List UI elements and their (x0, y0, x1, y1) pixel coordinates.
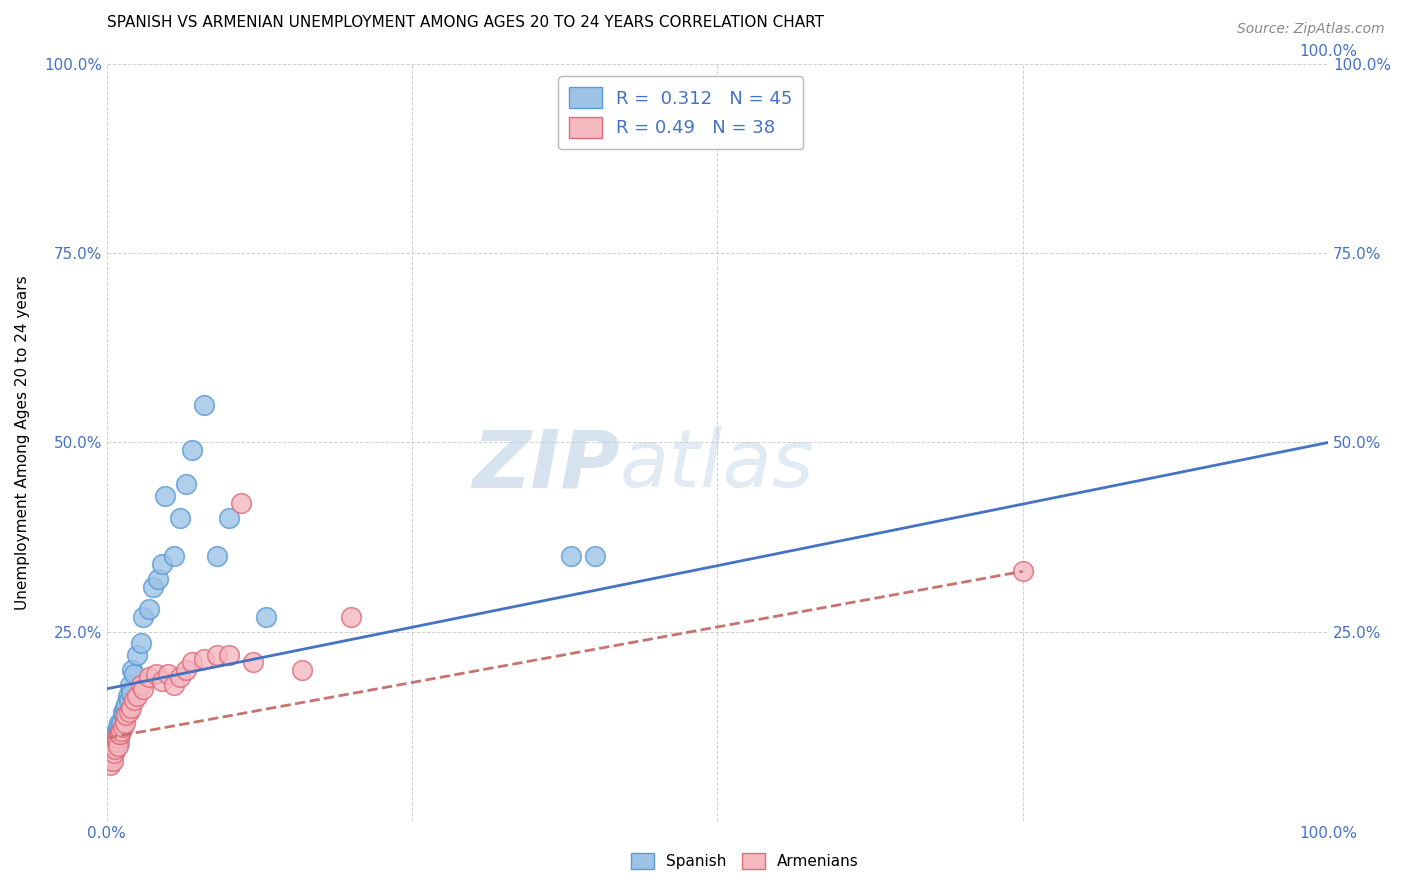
Point (218, 648, 240, 662)
Point (111, 720, 134, 734)
Point (100, 746, 122, 760)
Point (127, 690, 149, 704)
Point (111, 705, 134, 719)
Point (118, 678, 141, 692)
Point (163, 549, 186, 564)
Point (229, 496, 252, 510)
Point (218, 511, 240, 525)
Point (132, 681, 155, 696)
Point (108, 735, 131, 749)
Point (107, 720, 129, 734)
Point (254, 609, 277, 624)
Point (103, 739, 125, 753)
Point (150, 557, 173, 571)
Point (122, 666, 145, 681)
Point (105, 723, 128, 738)
Point (242, 655, 264, 669)
Point (169, 511, 191, 525)
Point (127, 648, 149, 662)
Text: atlas: atlas (620, 426, 814, 504)
Point (105, 735, 128, 749)
Point (340, 609, 363, 624)
Point (107, 739, 129, 753)
Point (100, 757, 122, 772)
Point (115, 697, 138, 711)
Point (118, 693, 141, 707)
Point (112, 708, 135, 723)
Point (105, 735, 128, 749)
Point (174, 477, 197, 491)
Point (150, 674, 173, 689)
Point (169, 670, 191, 684)
Point (205, 648, 228, 662)
Point (583, 549, 606, 564)
Point (100, 750, 122, 764)
Point (181, 443, 204, 458)
Point (193, 398, 215, 412)
Legend: Spanish, Armenians: Spanish, Armenians (626, 847, 865, 875)
Point (155, 489, 177, 503)
Point (1011, 565, 1033, 579)
Point (108, 727, 131, 741)
Point (142, 580, 165, 594)
Point (108, 715, 131, 730)
Point (104, 742, 127, 756)
Y-axis label: Unemployment Among Ages 20 to 24 years: Unemployment Among Ages 20 to 24 years (15, 275, 30, 610)
Point (110, 715, 132, 730)
Point (163, 678, 186, 692)
Point (146, 572, 169, 586)
Point (105, 731, 128, 745)
Point (115, 708, 138, 723)
Point (107, 727, 129, 741)
Point (117, 690, 139, 704)
Legend: R =  0.312   N = 45, R = 0.49   N = 38: R = 0.312 N = 45, R = 0.49 N = 38 (558, 77, 803, 149)
Point (100, 742, 122, 756)
Point (100, 754, 122, 768)
Text: SPANISH VS ARMENIAN UNEMPLOYMENT AMONG AGES 20 TO 24 YEARS CORRELATION CHART: SPANISH VS ARMENIAN UNEMPLOYMENT AMONG A… (107, 15, 824, 30)
Point (108, 727, 131, 741)
Point (291, 663, 314, 677)
Point (138, 602, 160, 616)
Point (193, 651, 215, 665)
Text: Source: ZipAtlas.com: Source: ZipAtlas.com (1237, 22, 1385, 37)
Point (108, 723, 131, 738)
Point (101, 754, 124, 768)
Point (101, 742, 124, 756)
Point (120, 700, 142, 714)
Point (181, 655, 204, 669)
Point (129, 678, 152, 692)
Point (104, 727, 127, 741)
Point (129, 636, 152, 650)
Point (103, 739, 125, 753)
Point (145, 666, 167, 681)
Point (138, 670, 160, 684)
Point (118, 705, 141, 719)
Point (121, 663, 143, 677)
Point (560, 549, 582, 564)
Point (101, 731, 124, 745)
Point (205, 549, 228, 564)
Point (103, 746, 125, 760)
Text: ZIP: ZIP (472, 426, 620, 504)
Point (110, 723, 132, 738)
Point (108, 727, 131, 741)
Point (104, 742, 127, 756)
Point (114, 715, 136, 730)
Point (122, 693, 145, 707)
Point (132, 609, 155, 624)
Point (156, 666, 179, 681)
Point (174, 663, 197, 677)
Point (114, 700, 136, 714)
Point (101, 739, 124, 753)
Point (120, 685, 142, 699)
